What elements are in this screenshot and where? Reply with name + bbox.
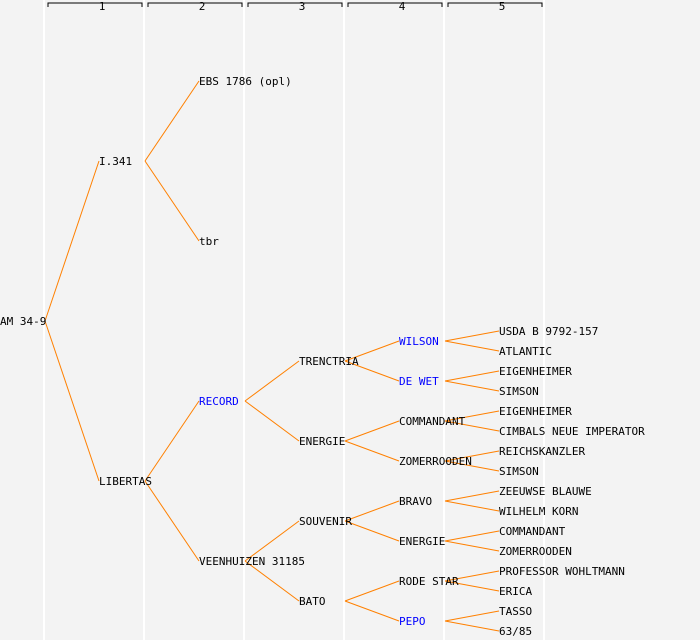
pedigree-connector: [244, 560, 300, 602]
pedigree-connector: [144, 160, 200, 242]
pedigree-connector: [144, 400, 200, 482]
column-header-bracket: [47, 2, 143, 7]
pedigree-connector: [444, 460, 500, 472]
pedigree-connector: [444, 420, 500, 432]
pedigree-node-label: TASSO: [499, 605, 532, 618]
pedigree-node-label: USDA B 9792-157: [499, 325, 598, 338]
pedigree-node-label: PROFESSOR WOHLTMANN: [499, 565, 625, 578]
pedigree-connector: [344, 420, 400, 442]
pedigree-node-label: ATLANTIC: [499, 345, 552, 358]
column-header-bracket: [147, 2, 243, 7]
pedigree-node-label: ENERGIE: [399, 535, 445, 548]
pedigree-node-label: SIMSON: [499, 385, 539, 398]
column-header-label: 4: [399, 0, 406, 13]
pedigree-connector: [444, 450, 500, 462]
pedigree-node-label: RODE STAR: [399, 575, 459, 588]
pedigree-connector: [444, 570, 500, 582]
pedigree-node-label: ZOMERROODEN: [399, 455, 472, 468]
pedigree-node-label: I.341: [99, 155, 132, 168]
column-header-label: 1: [99, 0, 106, 13]
pedigree-node-label: EIGENHEIMER: [499, 405, 572, 418]
pedigree-connector: [444, 500, 500, 512]
pedigree-node-label: TRENCTRIA: [299, 355, 359, 368]
pedigree-connector: [344, 600, 400, 622]
pedigree-node-label: RECORD: [199, 395, 239, 408]
pedigree-connector: [344, 440, 400, 462]
pedigree-node-label: VEENHUIZEN 31185: [199, 555, 305, 568]
pedigree-connector: [344, 520, 400, 542]
pedigree-connector: [244, 360, 300, 402]
column-header-label: 3: [299, 0, 306, 13]
pedigree-node-label: WILHELM KORN: [499, 505, 578, 518]
pedigree-node-label: DE WET: [399, 375, 439, 388]
pedigree-node-label: EIGENHEIMER: [499, 365, 572, 378]
pedigree-connector: [44, 160, 100, 322]
pedigree-connector: [144, 80, 200, 162]
pedigree-connector: [244, 400, 300, 442]
pedigree-node-label: ERICA: [499, 585, 532, 598]
pedigree-node-label: SOUVENIR: [299, 515, 352, 528]
pedigree-node-label: ZOMERROODEN: [499, 545, 572, 558]
pedigree-node-label: BATO: [299, 595, 326, 608]
pedigree-node-label: COMMANDANT: [499, 525, 566, 538]
pedigree-connector: [444, 370, 500, 382]
pedigree-connector: [444, 340, 500, 352]
column-header-label: 5: [499, 0, 506, 13]
pedigree-node-label: 63/85: [499, 625, 532, 638]
pedigree-node-label: REICHSKANZLER: [499, 445, 585, 458]
pedigree-node-label: ZEEUWSE BLAUWE: [499, 485, 592, 498]
pedigree-node-label: AM 34-9: [0, 315, 46, 328]
column-header-label: 2: [199, 0, 206, 13]
pedigree-node-label: PEPO: [399, 615, 426, 628]
pedigree-node-label: WILSON: [399, 335, 439, 348]
pedigree-connector: [444, 530, 500, 542]
pedigree-connector: [444, 610, 500, 622]
pedigree-node-label: tbr: [199, 235, 219, 248]
pedigree-node-label: ENERGIE: [299, 435, 345, 448]
column-header-bracket: [247, 2, 343, 7]
pedigree-node-label: SIMSON: [499, 465, 539, 478]
pedigree-connector: [344, 340, 400, 362]
pedigree-node-label: CIMBALS NEUE IMPERATOR: [499, 425, 645, 438]
pedigree-connector: [444, 540, 500, 552]
pedigree-connector: [444, 410, 500, 422]
pedigree-connector: [344, 580, 400, 602]
column-header-bracket: [447, 2, 543, 7]
pedigree-connector: [444, 330, 500, 342]
pedigree-connector: [444, 580, 500, 592]
pedigree-connector: [444, 380, 500, 392]
pedigree-connector: [444, 490, 500, 502]
pedigree-node-label: EBS 1786 (opl): [199, 75, 292, 88]
pedigree-connector: [144, 480, 200, 562]
pedigree-connector: [444, 620, 500, 632]
pedigree-connector: [344, 500, 400, 522]
pedigree-connector: [44, 320, 100, 482]
column-header-bracket: [347, 2, 443, 7]
pedigree-node-label: BRAVO: [399, 495, 432, 508]
pedigree-node-label: LIBERTAS: [99, 475, 152, 488]
pedigree-connector: [344, 360, 400, 382]
pedigree-connector: [244, 520, 300, 562]
pedigree-node-label: COMMANDANT: [399, 415, 466, 428]
